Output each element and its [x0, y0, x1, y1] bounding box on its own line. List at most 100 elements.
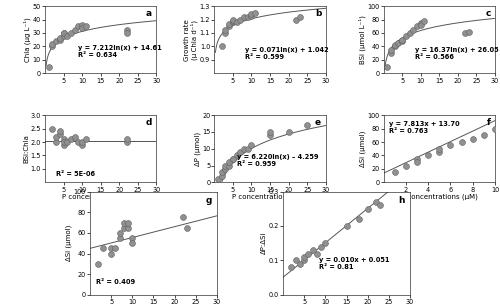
Text: y = 7.813x + 13.70
R² = 0.763: y = 7.813x + 13.70 R² = 0.763	[389, 121, 460, 134]
Point	[462, 31, 469, 36]
Point	[78, 140, 86, 144]
Point	[60, 142, 68, 147]
Point	[116, 236, 124, 240]
Point	[248, 143, 256, 148]
Text: e: e	[315, 118, 321, 127]
Text: y = 0.071ln(x) + 1.042
R² = 0.599: y = 0.071ln(x) + 1.042 R² = 0.599	[246, 47, 329, 60]
Point	[410, 27, 418, 32]
Point	[424, 153, 432, 158]
Point	[74, 140, 82, 144]
Text: y = 7.212ln(x) + 14.61
R² = 0.634: y = 7.212ln(x) + 14.61 R² = 0.634	[78, 45, 162, 58]
Point	[229, 20, 237, 25]
Point	[317, 244, 325, 249]
Point	[284, 130, 292, 134]
Point	[248, 13, 256, 18]
Point	[436, 146, 444, 151]
Point	[225, 24, 233, 29]
Point	[296, 14, 304, 19]
Point	[120, 220, 128, 225]
Point	[78, 25, 86, 30]
Point	[74, 24, 82, 29]
Point	[292, 17, 300, 22]
Point	[372, 199, 380, 204]
Point	[222, 31, 230, 36]
Point	[70, 134, 78, 139]
Point	[491, 126, 499, 131]
Text: y = 0.010x + 0.051
R² = 0.81: y = 0.010x + 0.051 R² = 0.81	[318, 257, 389, 270]
Point	[52, 39, 60, 43]
Point	[229, 17, 237, 22]
Point	[387, 47, 395, 52]
Point	[387, 51, 395, 56]
Text: f: f	[486, 118, 490, 127]
Point	[222, 163, 230, 168]
Point	[124, 220, 132, 225]
Point	[225, 163, 233, 168]
Point	[67, 31, 75, 36]
Point	[122, 140, 130, 144]
Point	[420, 19, 428, 23]
Text: b: b	[315, 9, 321, 18]
Point	[225, 160, 233, 165]
Text: h: h	[398, 196, 405, 205]
Point	[465, 29, 473, 34]
Point	[458, 140, 466, 144]
Point	[406, 31, 413, 36]
Point	[229, 157, 237, 161]
Point	[107, 246, 115, 251]
Point	[342, 223, 350, 228]
Point	[240, 14, 248, 19]
Point	[384, 64, 392, 69]
Point	[391, 170, 399, 175]
Point	[304, 251, 312, 256]
Point	[355, 217, 363, 222]
Point	[244, 14, 252, 19]
Text: g: g	[206, 196, 212, 205]
Point	[222, 167, 230, 171]
Point	[70, 28, 78, 33]
Point	[122, 137, 130, 142]
Point	[236, 17, 244, 22]
Point	[394, 41, 402, 46]
Point	[48, 41, 56, 46]
Point	[107, 251, 115, 256]
Point	[60, 31, 68, 36]
Point	[124, 225, 132, 230]
Point	[56, 36, 64, 41]
Point	[322, 241, 330, 246]
Point	[391, 44, 399, 49]
Point	[218, 170, 226, 175]
X-axis label: P concentrations (μM): P concentrations (μM)	[232, 194, 308, 200]
Point	[56, 37, 64, 42]
Point	[56, 132, 64, 136]
Point	[48, 126, 56, 131]
Point	[78, 22, 86, 27]
Point	[292, 258, 300, 263]
X-axis label: P concentrations (μM): P concentrations (μM)	[62, 194, 139, 200]
Point	[56, 129, 64, 134]
Point	[52, 134, 60, 139]
Point	[391, 43, 399, 47]
Point	[288, 265, 296, 270]
Point	[232, 20, 240, 25]
Point	[413, 157, 421, 161]
Point	[402, 163, 410, 168]
Text: R² = 0.409: R² = 0.409	[96, 279, 136, 285]
Point	[67, 137, 75, 142]
Point	[236, 150, 244, 154]
Point	[184, 225, 192, 230]
Point	[229, 19, 237, 23]
Point	[179, 215, 187, 220]
Y-axis label: ΔSi (μmol): ΔSi (μmol)	[360, 130, 366, 167]
Point	[116, 230, 124, 235]
Point	[120, 225, 128, 230]
Point	[248, 12, 256, 17]
Point	[480, 133, 488, 138]
Point	[308, 248, 316, 253]
Point	[128, 236, 136, 240]
Point	[222, 28, 230, 33]
Point	[303, 123, 311, 128]
Point	[64, 140, 72, 144]
Point	[413, 160, 421, 165]
Y-axis label: BSi (μmol L⁻¹): BSi (μmol L⁻¹)	[358, 15, 366, 64]
